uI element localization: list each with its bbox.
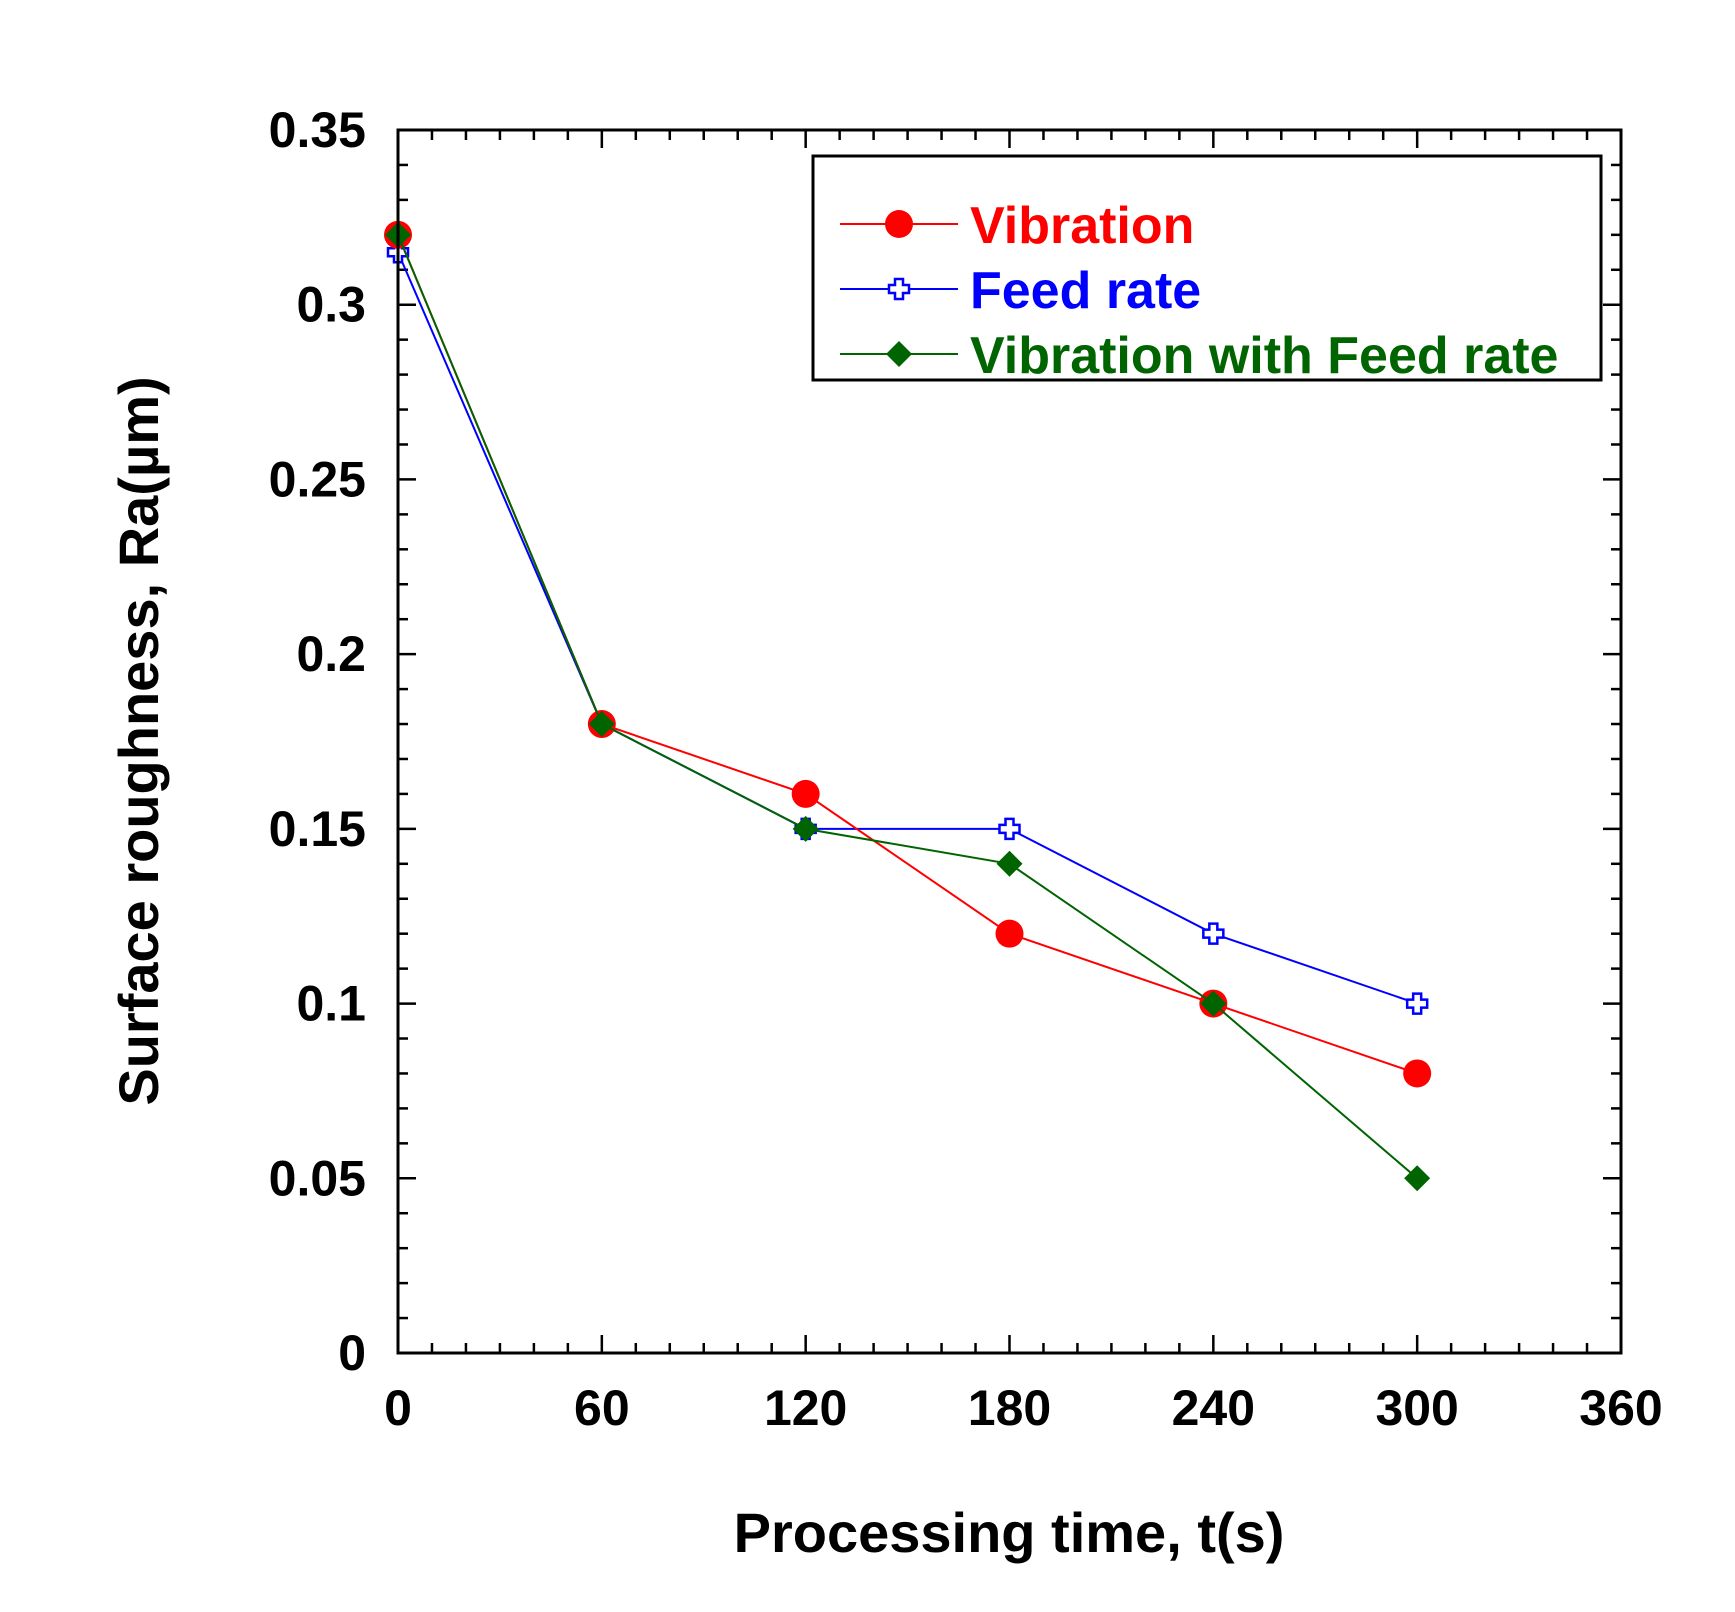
legend-item: Vibration with Feed rate (840, 327, 1558, 385)
x-tick-label: 0 (384, 1380, 412, 1436)
x-tick-label: 360 (1579, 1380, 1662, 1436)
y-tick-label: 0.3 (296, 277, 366, 333)
legend-label: Vibration (970, 197, 1194, 255)
data-point (588, 711, 615, 738)
x-tick-label: 60 (574, 1380, 630, 1436)
data-point (1200, 990, 1227, 1017)
x-axis-label: Processing time, t(s) (734, 1501, 1285, 1564)
legend: Vibration Feed rate Vibration with Feed ra… (811, 154, 1603, 385)
series-group (384, 220, 1432, 1192)
legend-item: Vibration (840, 197, 1194, 255)
series-vibration-with-feed-rate (385, 221, 1431, 1192)
y-tick-label: 0.1 (296, 976, 366, 1032)
series-line (397, 251, 1418, 1005)
y-tick-label: 0 (338, 1325, 366, 1381)
legend-label: Vibration with Feed rate (970, 327, 1558, 385)
y-tick-label: 0.2 (296, 626, 366, 682)
data-point (1404, 1165, 1431, 1192)
data-point (1405, 992, 1429, 1015)
series-line (397, 234, 1418, 1180)
legend-marker (886, 341, 912, 367)
x-tick-label: 240 (1172, 1380, 1255, 1436)
y-tick-label: 0.05 (269, 1150, 366, 1206)
legend-marker (885, 210, 913, 238)
legend-item: Feed rate (840, 262, 1201, 320)
x-tick-label: 180 (968, 1380, 1051, 1436)
legend-box (811, 154, 1603, 382)
x-tick-label: 300 (1375, 1380, 1458, 1436)
data-point (998, 817, 1021, 841)
tick-labels: 0 60 120 180 240 300 360 0 0.05 0.1 0.15 0.2 0.25 0.3… (269, 102, 1663, 1436)
legend-marker (887, 277, 911, 301)
x-tick-label: 120 (764, 1380, 847, 1436)
data-point (792, 815, 819, 842)
plot-frame (396, 128, 1623, 1355)
y-tick-label: 0.35 (269, 102, 366, 158)
data-point (1403, 1059, 1432, 1088)
y-tick-label: 0.15 (269, 801, 366, 857)
data-point (995, 919, 1024, 948)
y-axis-label: Surface roughness, Ra(µm) (107, 376, 170, 1105)
y-tick-label: 0.25 (269, 451, 366, 507)
legend-label: Feed rate (970, 262, 1201, 320)
data-point (1202, 922, 1225, 945)
data-point (791, 779, 820, 808)
data-point (996, 850, 1023, 877)
